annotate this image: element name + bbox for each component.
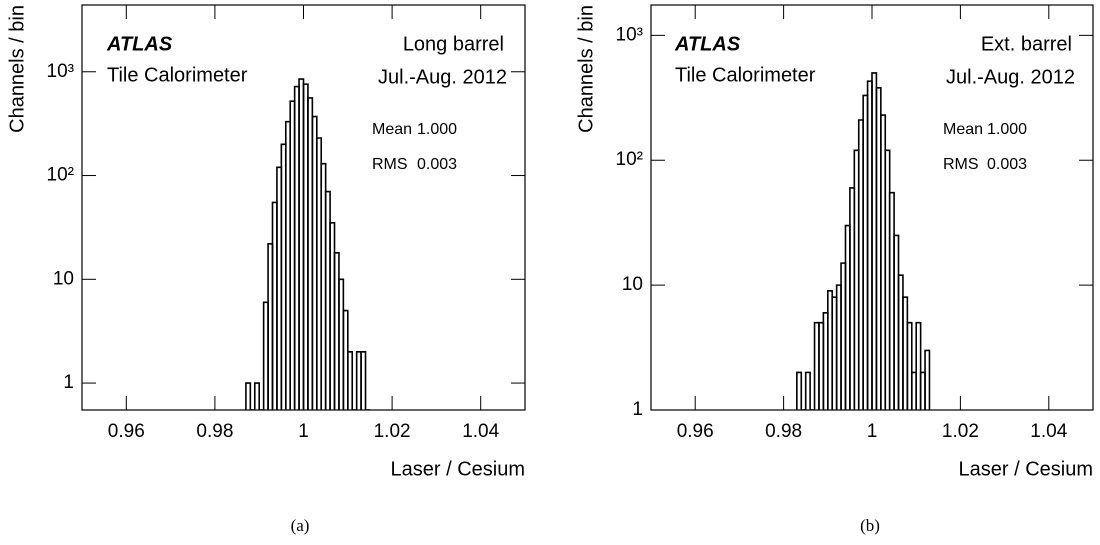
- x-tick-label: 1.04: [462, 421, 499, 442]
- stat-label: Mean: [372, 121, 412, 138]
- experiment-label: ATLAS: [106, 33, 173, 55]
- y-tick-label: 10: [53, 268, 74, 289]
- y-tick-label: 10³: [616, 24, 643, 45]
- y-tick-label: 10: [622, 274, 643, 295]
- x-tick-label: 0.96: [677, 421, 714, 442]
- stat-label: Mean: [943, 121, 983, 138]
- x-tick-label: 1.04: [1030, 421, 1067, 442]
- x-tick-label: 1: [867, 421, 878, 442]
- period-label: Jul.-Aug. 2012: [378, 66, 507, 88]
- histogram-bin: [804, 371, 811, 410]
- y-axis-label: Channels / bin: [6, 5, 28, 133]
- stat-value: 1.000: [987, 121, 1027, 138]
- x-axis-label: Laser / Cesium: [391, 458, 526, 480]
- histogram-bin: [253, 382, 260, 410]
- histogram-bin: [906, 321, 913, 410]
- histogram-bin: [245, 382, 252, 410]
- y-tick-label: 10²: [616, 149, 643, 170]
- stat-value: 0.003: [417, 156, 457, 173]
- histogram-bin: [360, 351, 367, 410]
- histogram: [245, 78, 370, 410]
- histogram: [796, 72, 931, 410]
- y-axis-label: Channels / bin: [575, 5, 597, 133]
- stat-value: 1.000: [417, 121, 457, 138]
- x-tick-label: 1.02: [942, 421, 979, 442]
- subtitle: Tile Calorimeter: [675, 64, 816, 86]
- stat-label: RMS: [372, 156, 408, 173]
- region-label: Long barrel: [403, 33, 504, 55]
- period-label: Jul.-Aug. 2012: [946, 66, 1075, 88]
- stat-label: RMS: [943, 156, 979, 173]
- histogram-bin: [347, 351, 354, 410]
- x-axis-label: Laser / Cesium: [959, 458, 1094, 480]
- caption: (b): [860, 516, 880, 535]
- x-tick-label: 0.98: [765, 421, 802, 442]
- y-tick-label: 1: [632, 399, 643, 420]
- stat-value: 0.003: [987, 156, 1027, 173]
- caption: (a): [291, 516, 310, 535]
- x-tick-label: 0.98: [196, 421, 233, 442]
- histogram-bin: [924, 349, 931, 410]
- experiment-label: ATLAS: [674, 33, 741, 55]
- y-tick-label: 1: [63, 372, 74, 393]
- x-tick-label: 1.02: [374, 421, 411, 442]
- x-tick-label: 1: [298, 421, 309, 442]
- subtitle: Tile Calorimeter: [107, 64, 248, 86]
- histogram-bin: [915, 321, 922, 410]
- y-tick-label: 10²: [47, 165, 74, 186]
- histogram-bin: [796, 371, 803, 410]
- region-label: Ext. barrel: [981, 33, 1072, 55]
- x-tick-label: 0.96: [108, 421, 145, 442]
- y-tick-label: 10³: [47, 61, 74, 82]
